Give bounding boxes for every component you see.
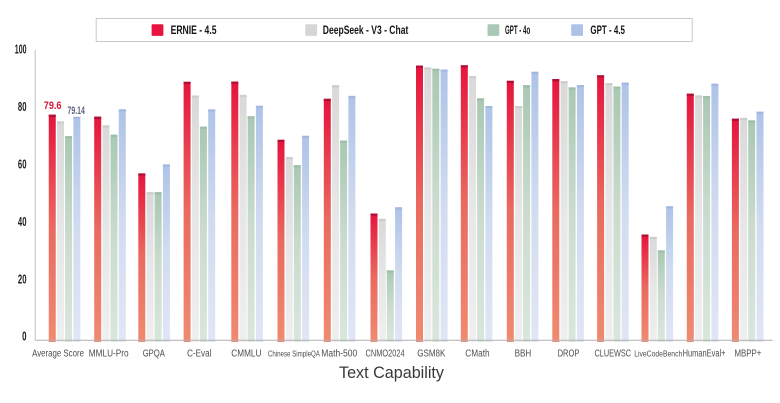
svg-text:MBPP+: MBPP+ — [735, 348, 762, 359]
svg-text:CNMO2024: CNMO2024 — [366, 348, 406, 359]
svg-text:DROP: DROP — [558, 348, 580, 359]
svg-text:MMLU-Pro: MMLU-Pro — [89, 348, 129, 359]
svg-text:40: 40 — [18, 214, 27, 229]
svg-text:Average Score: Average Score — [32, 348, 84, 359]
svg-text:Chinese SimpleQA: Chinese SimpleQA — [268, 349, 321, 358]
svg-text:80: 80 — [18, 99, 27, 114]
svg-text:20: 20 — [18, 271, 27, 286]
svg-text:DeepSeek - V3 - Chat: DeepSeek - V3 - Chat — [323, 23, 409, 37]
svg-text:GPT - 4o: GPT - 4o — [505, 23, 530, 37]
svg-text:0: 0 — [22, 329, 26, 344]
svg-text:Math-500: Math-500 — [321, 348, 357, 359]
svg-text:C-Eval: C-Eval — [187, 348, 211, 359]
svg-text:GPT - 4.5: GPT - 4.5 — [590, 23, 625, 37]
svg-text:ERNIE - 4.5: ERNIE - 4.5 — [171, 23, 217, 37]
svg-text:Text Capability: Text Capability — [339, 363, 444, 382]
svg-text:79.6: 79.6 — [44, 100, 62, 112]
svg-text:HumanEval+: HumanEval+ — [683, 348, 726, 359]
svg-text:CMath: CMath — [465, 348, 489, 359]
svg-text:GSM8K: GSM8K — [417, 348, 446, 359]
svg-text:GPQA: GPQA — [143, 348, 166, 359]
svg-text:LiveCodeBench: LiveCodeBench — [634, 349, 682, 358]
svg-text:60: 60 — [18, 157, 27, 172]
svg-text:CLUEWSC: CLUEWSC — [595, 348, 632, 359]
svg-text:BBH: BBH — [515, 348, 532, 359]
svg-text:CMMLU: CMMLU — [231, 348, 261, 359]
svg-text:100: 100 — [15, 42, 27, 57]
svg-text:79.14: 79.14 — [68, 105, 86, 117]
